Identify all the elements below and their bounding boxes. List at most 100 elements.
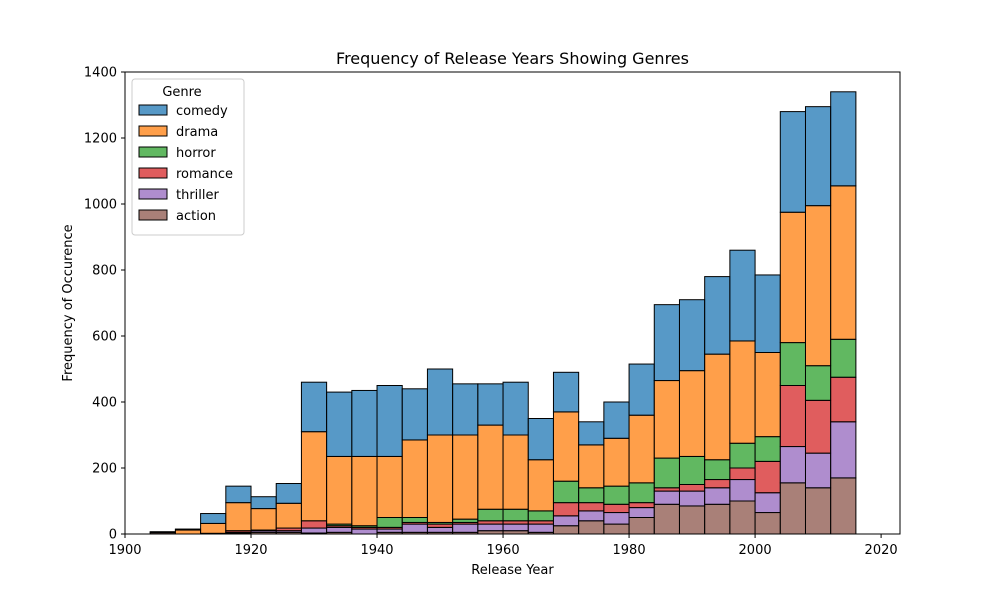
x-tick-label-2000: 2000 <box>739 543 772 558</box>
bar-thriller-1972 <box>578 510 605 522</box>
bar-comedy-1996 <box>729 249 756 342</box>
bar-thriller-2000 <box>754 492 781 514</box>
bar-horror-1980 <box>628 482 655 504</box>
bar-action-1992 <box>704 503 731 535</box>
y-tick-label-1000: 1000 <box>84 198 117 213</box>
bar-comedy-1976 <box>603 401 630 439</box>
legend-swatch-romance <box>138 167 168 179</box>
bar-romance-2000 <box>754 460 781 494</box>
bar-horror-1960 <box>502 508 529 522</box>
bar-comedy-1964 <box>527 418 554 461</box>
bar-action-2012 <box>830 477 857 535</box>
bar-romance-2012 <box>830 376 857 423</box>
y-axis: 0 200 400 600 800 1000 1200 1400 <box>84 66 125 543</box>
bar-comedy-1960 <box>502 381 529 436</box>
bar-thriller-1964 <box>527 523 554 533</box>
bar-comedy-1944 <box>401 388 428 441</box>
bar-romance-1928 <box>300 520 328 529</box>
bar-drama-1952 <box>452 434 479 520</box>
bar-romance-2008 <box>804 399 832 454</box>
bar-comedy-1988 <box>678 299 706 372</box>
bar-comedy-1948 <box>426 368 454 436</box>
legend-swatch-action <box>138 209 168 221</box>
bar-thriller-1980 <box>628 507 655 519</box>
bar-drama-1964 <box>527 459 554 512</box>
y-tick-label-400: 400 <box>92 396 117 411</box>
bar-comedy-1912 <box>200 513 227 524</box>
legend-label-comedy: comedy <box>176 104 228 119</box>
bar-thriller-1984 <box>653 490 680 505</box>
bar-action-2000 <box>754 512 781 535</box>
bar-horror-1996 <box>729 442 756 469</box>
bar-drama-1996 <box>729 340 756 444</box>
bar-comedy-1916 <box>225 485 252 504</box>
y-tick-label-1400: 1400 <box>84 66 117 81</box>
bar-comedy-1952 <box>452 383 479 436</box>
bar-drama-1940 <box>376 455 403 519</box>
bar-comedy-1984 <box>653 304 680 382</box>
bar-romance-1968 <box>552 502 580 517</box>
legend-swatch-comedy <box>138 104 168 116</box>
x-tick-label-1980: 1980 <box>613 543 646 558</box>
x-tick-label-1920: 1920 <box>234 543 267 558</box>
bar-horror-1944 <box>401 517 428 523</box>
bar-drama-1992 <box>704 353 731 461</box>
x-tick-label-2020: 2020 <box>865 543 898 558</box>
bar-thriller-1932 <box>326 526 353 533</box>
legend-swatch-thriller <box>138 188 168 200</box>
bar-drama-2000 <box>754 352 781 438</box>
bar-thriller-1996 <box>729 479 756 502</box>
bar-comedy-2000 <box>754 274 781 354</box>
legend-title: Genre <box>162 85 201 100</box>
bar-drama-1980 <box>628 414 655 484</box>
bar-thriller-1928 <box>300 527 328 534</box>
bar-comedy-1992 <box>704 276 731 355</box>
x-tick-label-1940: 1940 <box>360 543 393 558</box>
bar-drama-1972 <box>578 444 605 489</box>
bar-comedy-1928 <box>300 381 328 433</box>
bar-thriller-1944 <box>401 523 428 533</box>
bar-horror-1992 <box>704 459 731 481</box>
bar-drama-1956 <box>477 424 504 510</box>
bar-drama-1948 <box>426 434 454 523</box>
legend-swatch-horror <box>138 146 168 158</box>
bar-romance-1972 <box>578 502 605 512</box>
bar-horror-2008 <box>804 365 832 401</box>
bar-romance-1976 <box>603 503 630 514</box>
bar-romance-2004 <box>779 385 806 448</box>
y-axis-label: Frequency of Occurence <box>61 224 76 381</box>
bar-thriller-1936 <box>351 528 378 535</box>
chart-title: Frequency of Release Years Showing Genre… <box>336 49 689 68</box>
plot-area-frame <box>124 71 901 535</box>
bar-drama-1912 <box>200 522 227 534</box>
bar-drama-1988 <box>678 370 706 457</box>
bar-drama-2012 <box>830 185 857 340</box>
bar-drama-1920 <box>250 508 277 531</box>
bar-action-2008 <box>804 487 832 535</box>
bar-horror-1956 <box>477 508 504 522</box>
bar-thriller-1956 <box>477 523 504 532</box>
bar-horror-1984 <box>653 457 680 489</box>
bar-action-1976 <box>603 523 630 535</box>
bar-comedy-2012 <box>830 91 857 187</box>
bar-comedy-1956 <box>477 383 504 426</box>
bar-comedy-1932 <box>326 391 353 457</box>
bar-comedy-1968 <box>552 371 580 413</box>
bar-thriller-2008 <box>804 452 832 489</box>
bar-thriller-1968 <box>552 515 580 527</box>
y-tick-label-0: 0 <box>109 528 117 543</box>
y-tick-label-600: 600 <box>92 330 117 345</box>
legend-label-action: action <box>176 209 216 224</box>
bar-drama-1924 <box>275 502 302 529</box>
bar-drama-1916 <box>225 502 252 532</box>
bar-comedy-1980 <box>628 363 655 416</box>
bar-romance-1992 <box>704 479 731 489</box>
x-tick-label-1960: 1960 <box>487 543 520 558</box>
bar-thriller-1948 <box>426 526 454 533</box>
y-tick-label-1200: 1200 <box>84 132 117 147</box>
bars-group <box>149 91 857 535</box>
bar-comedy-1936 <box>351 389 378 457</box>
bar-action-1996 <box>729 500 756 535</box>
bar-drama-1960 <box>502 434 529 510</box>
